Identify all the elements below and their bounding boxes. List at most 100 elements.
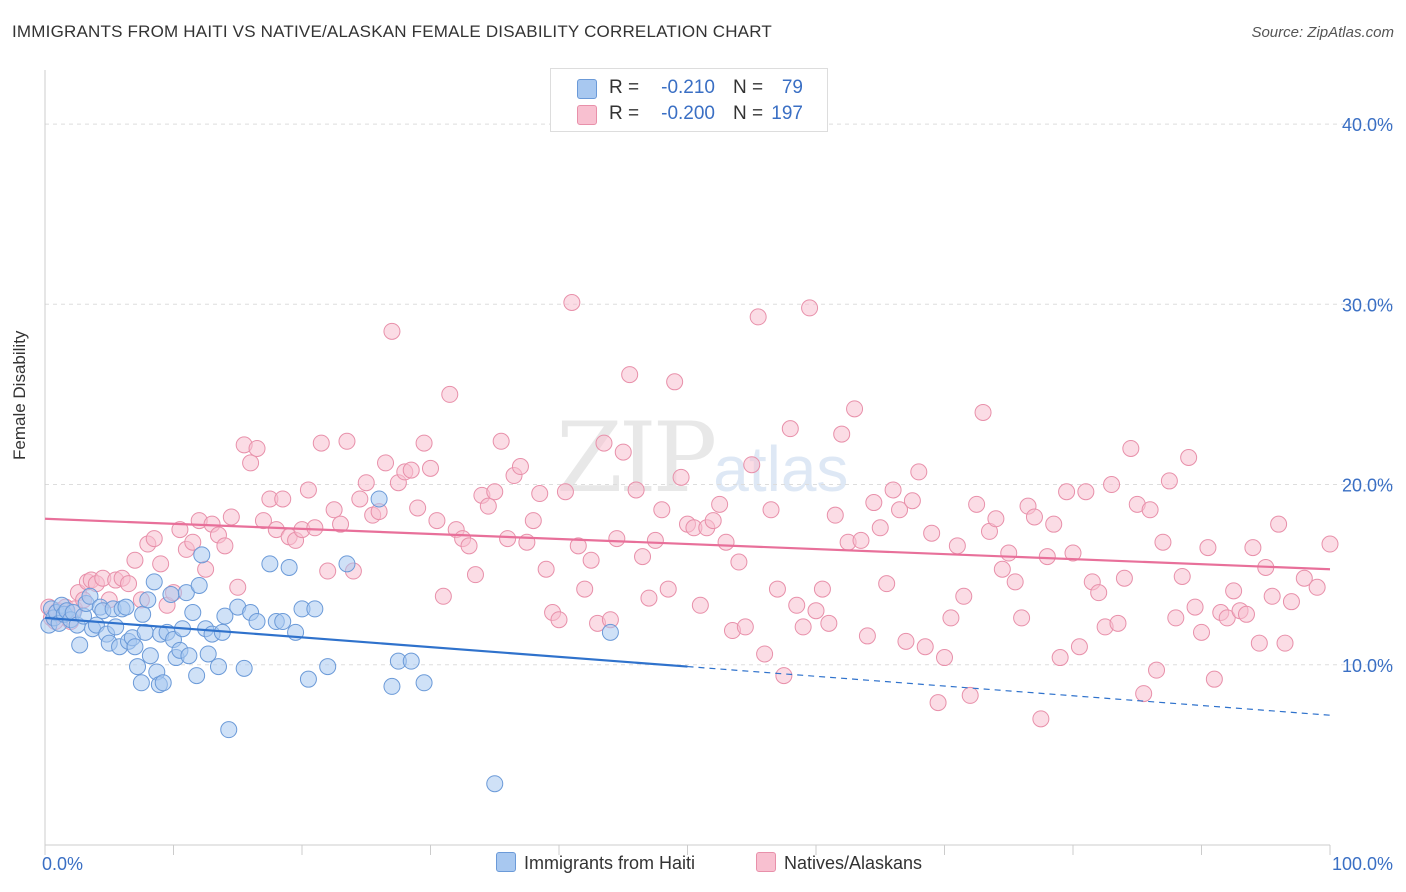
legend-n-label: N = bbox=[733, 103, 764, 124]
natives-point bbox=[794, 618, 812, 636]
legend-item-natives[interactable]: Natives/Alaskans bbox=[756, 852, 922, 874]
natives-point bbox=[1244, 539, 1262, 557]
natives-point bbox=[1321, 535, 1339, 553]
haiti-point bbox=[107, 618, 125, 636]
haiti-point bbox=[306, 600, 324, 618]
natives-point bbox=[216, 537, 234, 555]
haiti-point bbox=[190, 576, 208, 594]
natives-point bbox=[807, 602, 825, 620]
natives-point bbox=[492, 432, 510, 450]
haiti-point bbox=[486, 775, 504, 793]
haiti-point bbox=[188, 667, 206, 685]
haiti-point bbox=[177, 584, 195, 602]
natives-point bbox=[325, 501, 343, 519]
natives-point bbox=[871, 519, 889, 537]
natives-point bbox=[1218, 609, 1236, 627]
legend-n-value: 197 bbox=[771, 103, 803, 124]
natives-point bbox=[171, 521, 189, 539]
natives-point bbox=[582, 551, 600, 569]
legend-row-natives: R = -0.200 N = 197 bbox=[551, 101, 827, 127]
natives-point bbox=[415, 434, 433, 452]
natives-point bbox=[942, 609, 960, 627]
natives-point bbox=[479, 497, 497, 515]
natives-point bbox=[691, 596, 709, 614]
natives-point bbox=[1103, 476, 1121, 494]
natives-point bbox=[1058, 483, 1076, 501]
natives-point bbox=[1070, 638, 1088, 656]
x-tick-label: 0.0% bbox=[42, 854, 83, 874]
natives-point bbox=[402, 461, 420, 479]
haiti-point bbox=[248, 613, 266, 631]
natives-point bbox=[1282, 593, 1300, 611]
natives-point bbox=[576, 580, 594, 598]
natives-point bbox=[1135, 685, 1153, 703]
legend-r-label: R = bbox=[609, 103, 640, 124]
natives-point bbox=[1167, 609, 1185, 627]
legend-item-haiti[interactable]: Immigrants from Haiti bbox=[496, 852, 695, 874]
natives-point bbox=[1032, 710, 1050, 728]
natives-point bbox=[813, 580, 831, 598]
natives-point bbox=[646, 531, 664, 549]
natives-point bbox=[126, 551, 144, 569]
haiti-point bbox=[383, 677, 401, 695]
natives-point bbox=[743, 456, 761, 474]
haiti-point bbox=[319, 658, 337, 676]
haiti-point bbox=[261, 555, 279, 573]
natives-point bbox=[993, 560, 1011, 578]
watermark-atlas: atlas bbox=[713, 433, 849, 505]
haiti-point bbox=[199, 645, 217, 663]
natives-point bbox=[704, 512, 722, 530]
natives-point bbox=[1263, 587, 1281, 605]
natives-point bbox=[267, 521, 285, 539]
natives-point bbox=[1308, 578, 1326, 596]
natives-point bbox=[332, 515, 350, 533]
natives-point bbox=[756, 645, 774, 663]
natives-point bbox=[948, 537, 966, 555]
natives-point bbox=[936, 649, 953, 667]
natives-point bbox=[666, 373, 684, 391]
haiti-point bbox=[132, 674, 150, 692]
haiti-trend-line bbox=[44, 616, 688, 668]
natives-point bbox=[338, 432, 356, 450]
natives-point bbox=[634, 548, 652, 566]
natives-point bbox=[788, 596, 806, 614]
natives-point bbox=[910, 463, 928, 481]
natives-point bbox=[614, 443, 632, 461]
natives-point bbox=[409, 499, 427, 517]
haiti-point bbox=[134, 605, 152, 623]
natives-point bbox=[1148, 661, 1166, 679]
natives-point bbox=[897, 632, 915, 650]
natives-point bbox=[865, 494, 883, 512]
natives-point bbox=[903, 492, 921, 510]
natives-point bbox=[833, 425, 851, 443]
natives-point bbox=[563, 294, 581, 311]
natives-point bbox=[1173, 567, 1191, 585]
haiti-point bbox=[117, 598, 135, 616]
natives-point bbox=[434, 587, 452, 605]
natives-point bbox=[1077, 483, 1095, 501]
natives-point bbox=[222, 508, 240, 526]
haiti-trend-extension bbox=[687, 665, 1331, 716]
natives-point bbox=[511, 458, 529, 476]
natives-point bbox=[846, 400, 864, 418]
natives-point bbox=[801, 299, 819, 317]
haiti-point bbox=[141, 647, 159, 665]
haiti-point bbox=[220, 721, 238, 739]
haiti-point bbox=[274, 613, 292, 631]
natives-point bbox=[974, 403, 992, 421]
natives-point bbox=[1225, 582, 1243, 600]
natives-point bbox=[351, 490, 369, 508]
legend-swatch-haiti bbox=[496, 852, 516, 872]
haiti-point bbox=[601, 623, 619, 641]
natives-point bbox=[486, 483, 504, 501]
haiti-point bbox=[193, 546, 211, 564]
natives-point bbox=[781, 420, 799, 438]
natives-point bbox=[120, 575, 138, 593]
natives-point bbox=[1141, 501, 1159, 519]
natives-point bbox=[1237, 605, 1255, 623]
natives-point bbox=[884, 481, 902, 499]
natives-point bbox=[531, 485, 549, 503]
y-tick-label: 30.0% bbox=[1342, 295, 1393, 315]
natives-point bbox=[1160, 472, 1178, 490]
natives-point bbox=[537, 560, 555, 578]
